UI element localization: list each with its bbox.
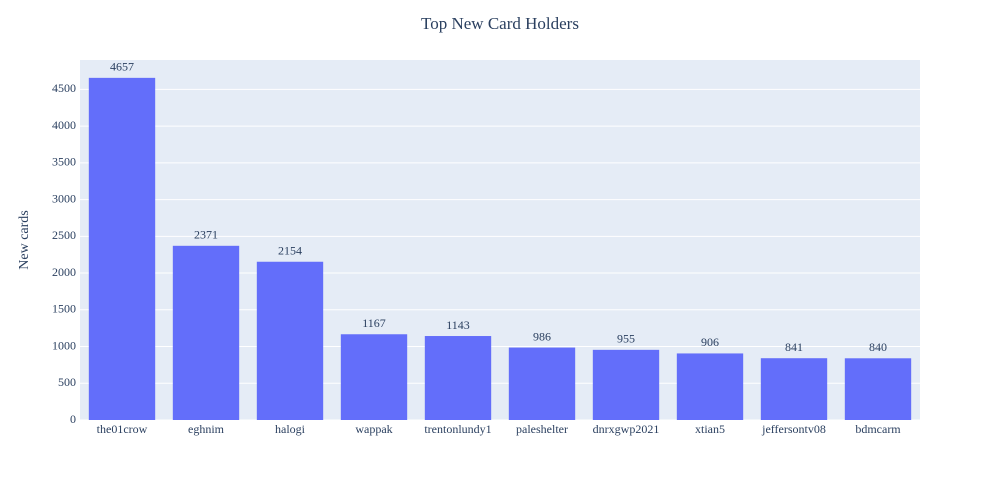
x-tick-label: trentonlundy1	[424, 422, 491, 436]
value-label: 955	[617, 332, 635, 346]
y-tick-label: 3000	[52, 191, 76, 205]
value-label: 2154	[278, 243, 302, 257]
value-label: 4657	[110, 60, 134, 74]
y-tick-label: 4500	[52, 81, 76, 95]
x-tick-label: xtian5	[695, 422, 725, 436]
y-tick-label: 2000	[52, 265, 76, 279]
chart-title: Top New Card Holders	[421, 14, 579, 33]
bar	[88, 77, 156, 420]
x-tick-label: jeffersontv08	[761, 422, 826, 436]
value-label: 840	[869, 340, 887, 354]
bar	[340, 334, 408, 420]
bar	[508, 347, 576, 420]
y-tick-label: 0	[70, 412, 76, 426]
value-label: 1143	[446, 318, 470, 332]
bar	[592, 349, 660, 420]
bar	[676, 353, 744, 420]
y-tick-label: 4000	[52, 118, 76, 132]
value-label: 1167	[362, 316, 386, 330]
x-tick-label: paleshelter	[516, 422, 568, 436]
bar	[760, 358, 828, 420]
x-tick-label: bdmcarm	[855, 422, 901, 436]
y-tick-label: 1500	[52, 302, 76, 316]
x-tick-label: halogi	[275, 422, 306, 436]
bar	[256, 261, 324, 420]
x-tick-label: eghnim	[188, 422, 225, 436]
x-tick-label: the01crow	[97, 422, 148, 436]
y-tick-label: 500	[58, 375, 76, 389]
value-label: 986	[533, 329, 551, 343]
value-label: 841	[785, 340, 803, 354]
bar	[172, 245, 240, 420]
x-tick-label: wappak	[355, 422, 392, 436]
y-tick-label: 3500	[52, 155, 76, 169]
bar	[424, 336, 492, 420]
value-label: 2371	[194, 228, 218, 242]
x-tick-label: dnrxgwp2021	[593, 422, 660, 436]
y-tick-label: 2500	[52, 228, 76, 242]
y-axis-title: New cards	[17, 210, 32, 269]
value-label: 906	[701, 335, 719, 349]
bar	[844, 358, 912, 420]
y-tick-label: 1000	[52, 338, 76, 352]
